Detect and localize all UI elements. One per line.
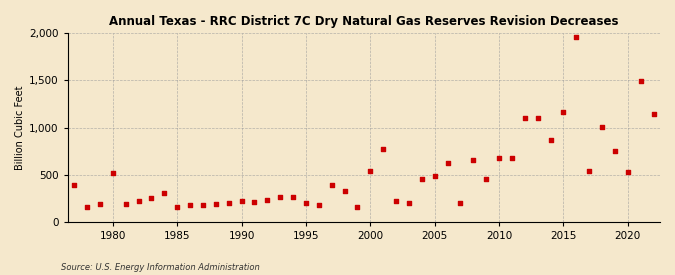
Point [648,112,659,116]
Point [211,202,221,207]
Point [455,201,466,205]
Point [533,116,543,120]
Point [326,183,337,188]
Point [288,194,298,199]
Point [146,196,157,200]
Point [622,170,633,174]
Point [584,169,595,174]
Title: Annual Texas - RRC District 7C Dry Natural Gas Reserves Revision Decreases: Annual Texas - RRC District 7C Dry Natur… [109,15,619,28]
Point [365,169,376,173]
Point [391,199,402,203]
Point [378,147,389,152]
Point [185,203,196,207]
Point [468,157,479,162]
Point [159,191,170,196]
Point [107,170,118,175]
Point [313,203,324,207]
Point [416,177,427,181]
Point [275,195,286,199]
Point [597,124,608,129]
Point [404,201,414,205]
Point [493,156,504,160]
Point [610,148,620,153]
Point [340,188,350,193]
Point [236,199,247,203]
Point [223,201,234,205]
Point [635,79,646,84]
Point [120,202,131,207]
Point [249,200,260,204]
Point [198,203,209,207]
Point [442,161,453,166]
Y-axis label: Billion Cubic Feet: Billion Cubic Feet [15,85,25,170]
Text: Source: U.S. Energy Information Administration: Source: U.S. Energy Information Administ… [61,263,259,272]
Point [133,199,144,204]
Point [506,156,517,160]
Point [545,138,556,142]
Point [69,183,80,187]
Point [429,173,440,178]
Point [352,205,363,209]
Point [571,35,582,39]
Point [95,202,105,207]
Point [558,110,569,114]
Point [172,205,183,209]
Point [300,201,311,205]
Point [262,197,273,202]
Point [481,177,491,182]
Point [520,116,531,120]
Point [82,204,92,209]
